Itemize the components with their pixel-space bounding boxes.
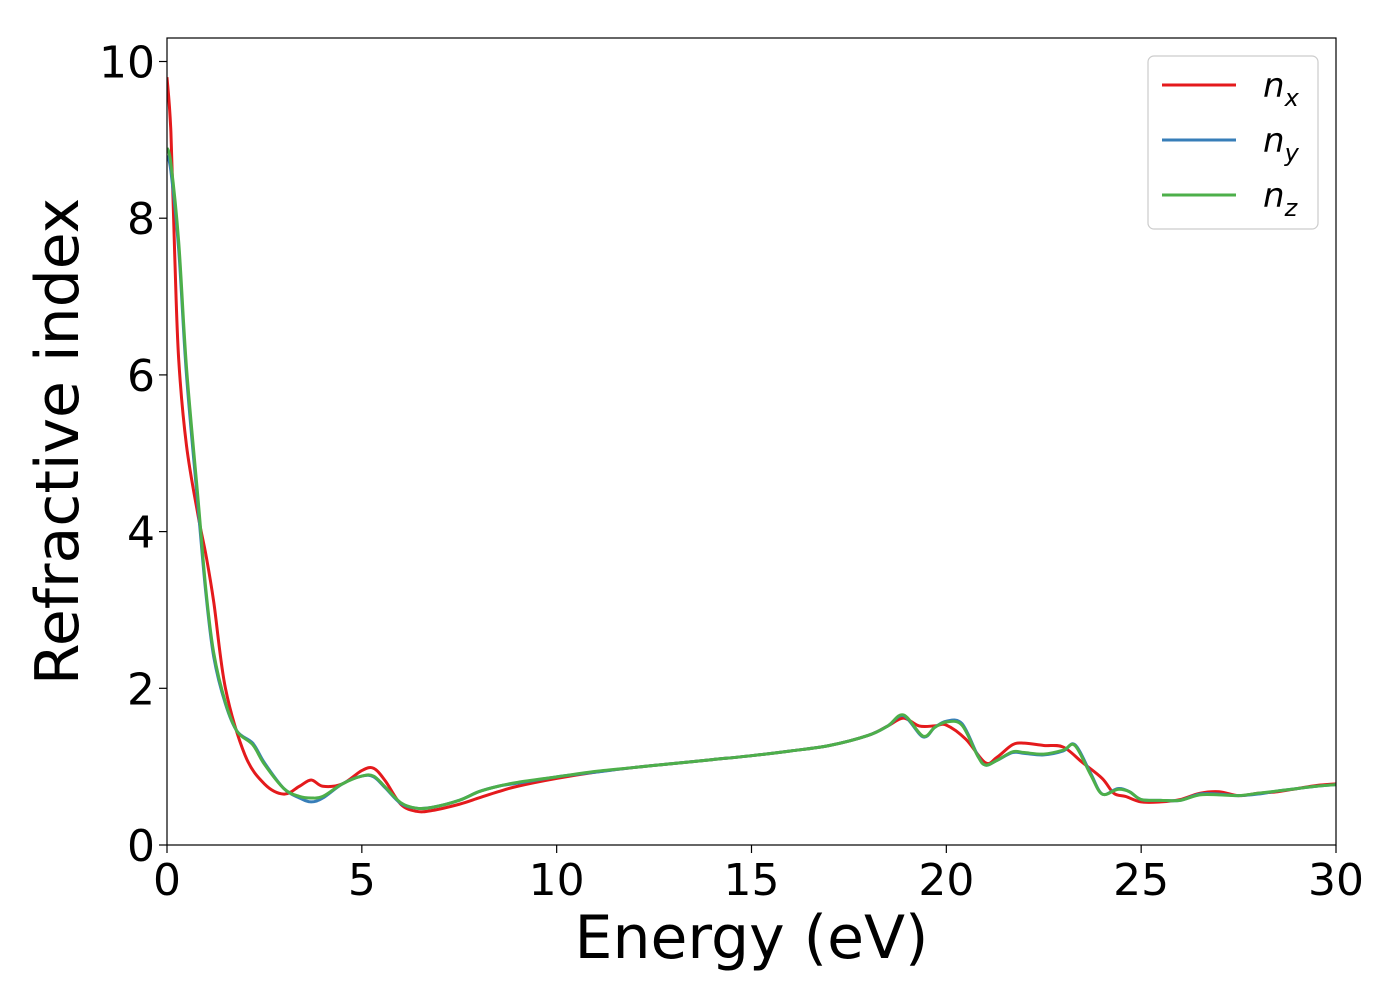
x-tick-label: 20 <box>918 855 974 906</box>
legend-label-subscript: x <box>1284 84 1300 112</box>
x-axis-ticks: 0 5 10 15 20 25 30 <box>153 845 1364 906</box>
x-tick-label: 25 <box>1113 855 1169 906</box>
y-tick-label: 0 <box>127 821 155 872</box>
x-tick-label: 15 <box>724 855 780 906</box>
legend-label-base: n <box>1263 121 1285 161</box>
legend-label-base: n <box>1263 176 1285 216</box>
x-tick-label: 5 <box>348 855 376 906</box>
x-tick-label: 10 <box>529 855 585 906</box>
legend-label-nz: nz <box>1263 176 1299 222</box>
y-axis-ticks: 0 2 4 6 8 10 <box>99 38 167 872</box>
y-tick-label: 6 <box>127 351 155 402</box>
x-tick-label: 0 <box>153 855 181 906</box>
series-line-nz <box>167 147 1336 811</box>
legend-label-subscript: y <box>1284 139 1300 167</box>
series-line-ny <box>167 155 1336 811</box>
y-tick-label: 2 <box>127 664 155 715</box>
y-tick-label: 4 <box>127 508 155 559</box>
y-tick-label: 10 <box>99 38 155 89</box>
legend-label-subscript: z <box>1284 194 1299 222</box>
legend-box <box>1147 55 1319 230</box>
plot-lines <box>167 77 1336 814</box>
y-tick-label: 8 <box>127 194 155 245</box>
y-axis-title: Refractive index <box>23 198 93 685</box>
legend-label-base: n <box>1263 66 1285 106</box>
legend-label-ny: ny <box>1263 121 1300 167</box>
x-tick-label: 30 <box>1308 855 1364 906</box>
x-axis-title: Energy (eV) <box>575 903 929 973</box>
legend-label-nx: nx <box>1263 66 1300 112</box>
